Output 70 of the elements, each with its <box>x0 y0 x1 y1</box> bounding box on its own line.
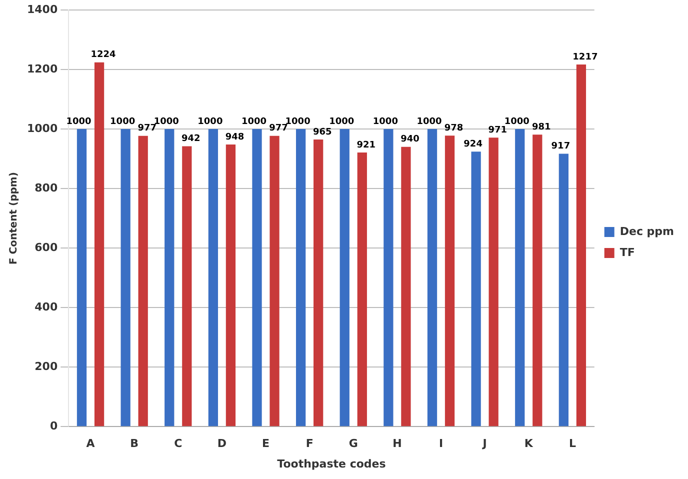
data-label: 1000 <box>66 116 92 127</box>
x-tick-label: E <box>262 437 270 450</box>
data-label: 917 <box>551 142 570 152</box>
bar <box>138 136 148 426</box>
data-label: 940 <box>400 134 420 145</box>
bar <box>76 129 87 426</box>
y-tick-label: 400 <box>34 300 58 314</box>
bar <box>384 129 394 426</box>
y-axis-title: F Content (ppm) <box>8 172 20 265</box>
bar <box>357 152 367 426</box>
bar <box>314 139 324 426</box>
data-label: 1000 <box>372 116 398 127</box>
bar <box>182 146 192 426</box>
data-label: 965 <box>312 127 332 138</box>
bar <box>558 154 568 426</box>
x-axis-title: Toothpaste codes <box>277 457 386 470</box>
bar <box>226 144 236 426</box>
data-label: 1224 <box>90 50 116 60</box>
bar <box>427 129 438 426</box>
bar <box>532 134 542 426</box>
bar <box>340 129 350 426</box>
bar <box>296 129 306 426</box>
x-tick-label: I <box>438 437 444 450</box>
legend-label: Dec ppm <box>620 224 674 238</box>
data-label: 948 <box>225 132 244 142</box>
y-tick-label: 0 <box>50 419 58 432</box>
x-tick-label: J <box>482 437 487 450</box>
data-label: 978 <box>444 123 464 134</box>
bar <box>94 62 104 426</box>
x-tick-label: B <box>130 437 139 450</box>
y-tick-label: 200 <box>34 360 58 373</box>
bar <box>515 129 525 426</box>
bar <box>252 129 262 426</box>
x-tick-label: K <box>524 437 534 450</box>
data-label: 1000 <box>329 116 354 127</box>
bar <box>164 129 174 426</box>
data-label: 977 <box>269 124 288 134</box>
data-label: 1217 <box>572 52 598 62</box>
x-tick-label: C <box>174 437 182 450</box>
bar <box>401 146 411 426</box>
data-label: 1000 <box>504 116 530 127</box>
y-tick-label: 800 <box>34 181 58 194</box>
x-tick-label: G <box>348 437 358 450</box>
y-tick-label: 1200 <box>26 62 58 76</box>
bar <box>120 129 130 426</box>
data-label: 971 <box>488 126 507 136</box>
data-label: 1000 <box>198 116 223 127</box>
data-label: 1000 <box>416 116 442 127</box>
x-tick-label: L <box>568 437 576 450</box>
data-label: 981 <box>532 122 551 133</box>
data-label: 977 <box>138 124 156 134</box>
data-label: 924 <box>464 139 482 150</box>
y-tick-label: 1400 <box>26 2 58 16</box>
y-tick-label: 1000 <box>26 122 58 135</box>
x-tick-label: H <box>392 437 402 450</box>
data-label: 942 <box>182 134 200 144</box>
data-label: 1000 <box>110 116 136 127</box>
x-tick-label: A <box>86 437 96 450</box>
bar <box>488 138 498 426</box>
bar <box>270 136 280 426</box>
data-label: 1000 <box>241 116 267 127</box>
y-tick-label: 600 <box>34 240 58 254</box>
bar <box>576 64 586 426</box>
bar <box>208 129 218 426</box>
bar <box>471 152 481 426</box>
data-label: 921 <box>356 140 376 150</box>
x-tick-label: F <box>306 437 314 450</box>
legend-label: TF <box>620 246 635 259</box>
x-tick-label: D <box>217 437 227 450</box>
bar <box>444 136 455 426</box>
